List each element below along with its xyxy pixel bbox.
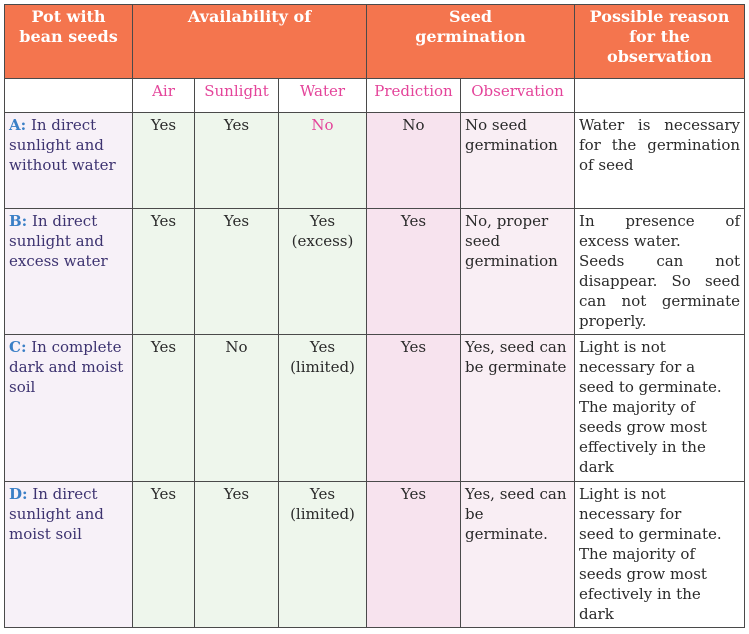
pot-cell: C: In complete dark and moist soil [4,334,133,482]
header-availability: Availability of [132,3,367,80]
prediction-cell: Yes [366,208,461,336]
prediction-cell: Yes [366,334,461,482]
pot-cell: A: In direct sunlight and without water [4,112,133,210]
table-row: C: In complete dark and moist soil Yes N… [4,334,746,482]
subheader-empty [4,78,133,114]
sunlight-cell: No [194,334,279,482]
table-row: D: In direct sunlight and moist soil Yes… [4,480,746,629]
subheader-prediction: Prediction [366,78,461,114]
water-cell: Yes (limited) [278,480,367,629]
water-cell: Yes (limited) [278,334,367,482]
seed-germination-table: Pot with bean seeds Availability of Seed… [4,3,746,629]
prediction-cell: No [366,112,461,210]
air-cell: Yes [132,334,195,482]
observation-cell: No, proper seed germination [459,208,576,336]
subheader-observation: Observation [459,78,576,114]
pot-cell: D: In direct sunlight and moist soil [4,480,133,629]
air-cell: Yes [132,208,195,336]
water-cell: No [278,112,367,210]
header-row: Pot with bean seeds Availability of Seed… [4,3,746,80]
pot-tag: A: [9,116,27,135]
table-row: A: In direct sunlight and without water … [4,112,746,210]
observation-cell: No seed germination [459,112,576,210]
observation-cell: Yes, seed can be germinate [459,334,576,482]
sunlight-cell: Yes [194,480,279,629]
reason-cell: Water is necessary for the germination o… [574,112,746,210]
subheader-water: Water [278,78,367,114]
pot-description: In direct sunlight and without water [9,116,116,175]
reason-cell: In presence of excess water. Seeds can n… [574,208,746,336]
reason-cell: Light is not necessary for seed to germi… [574,480,746,629]
reason-cell: Light is not necessary for a seed to ger… [574,334,746,482]
subheader-row: Air Sunlight Water Prediction Observatio… [4,78,746,114]
water-cell: Yes (excess) [278,208,367,336]
pot-tag: D: [9,484,28,503]
pot-description: In direct sunlight and excess water [9,212,108,271]
sunlight-cell: Yes [194,208,279,336]
air-cell: Yes [132,112,195,210]
subheader-air: Air [132,78,195,114]
pot-tag: B: [9,212,28,231]
pot-description: In complete dark and moist soil [9,338,124,397]
air-cell: Yes [132,480,195,629]
header-pot: Pot with bean seeds [4,3,133,80]
header-germination: Seed germination [365,3,576,80]
table-row: B: In direct sunlight and excess water Y… [4,208,746,336]
pot-description: In direct sunlight and moist soil [9,484,104,543]
subheader-sunlight: Sunlight [194,78,279,114]
pot-cell: B: In direct sunlight and excess water [4,208,133,336]
sunlight-cell: Yes [194,112,279,210]
subheader-empty-reason [574,78,746,114]
pot-tag: C: [9,338,27,357]
header-reason: Possible reason for the observation [574,3,746,80]
prediction-cell: Yes [366,480,461,629]
observation-cell: Yes, seed can be germinate. [459,480,576,629]
